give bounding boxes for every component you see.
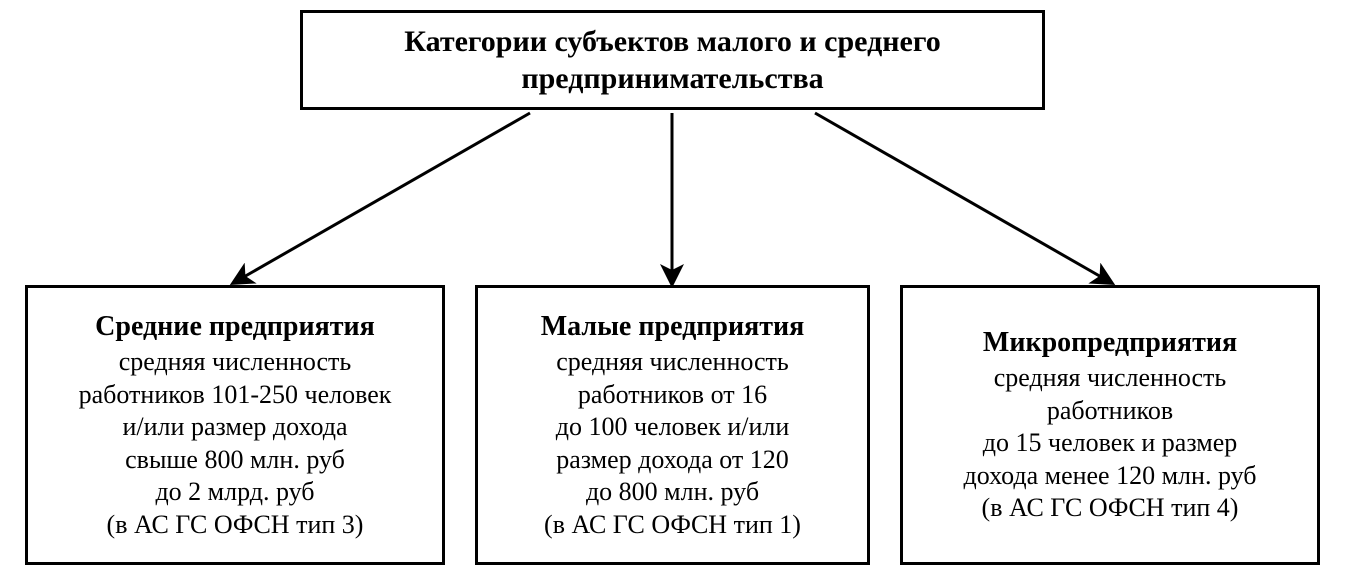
diagram-canvas: Категории субъектов малого и среднего пр… [0, 0, 1345, 581]
header-node: Категории субъектов малого и среднего пр… [300, 10, 1045, 110]
edge-header-to-micro [815, 113, 1110, 282]
node-small-line: до 100 человек и/или [556, 411, 790, 444]
node-micro-title: Микропредприятия [983, 325, 1237, 360]
node-medium-line: (в АС ГС ОФСН тип 3) [107, 509, 364, 542]
node-micro-line: работников [1047, 395, 1173, 428]
node-micro-line: (в АС ГС ОФСН тип 4) [982, 492, 1239, 525]
node-small-line: работников от 16 [578, 379, 767, 412]
node-small-line: (в АС ГС ОФСН тип 1) [544, 509, 801, 542]
edge-header-to-medium [235, 113, 530, 282]
header-line-2: предпринимательства [521, 60, 823, 98]
node-micro-line: дохода менее 120 млн. руб [964, 460, 1257, 493]
node-small-line: до 800 млн. руб [586, 476, 759, 509]
node-medium-title: Средние предприятия [95, 309, 375, 344]
node-micro-line: до 15 человек и размер [983, 427, 1237, 460]
node-small-title: Малые предприятия [541, 309, 805, 344]
node-micro-line: средняя численность [994, 362, 1227, 395]
node-micro: Микропредприятия средняя численность раб… [900, 285, 1320, 565]
node-medium-line: до 2 млрд. руб [155, 476, 314, 509]
node-medium-line: и/или размер дохода [123, 411, 348, 444]
node-medium: Средние предприятия средняя численность … [25, 285, 445, 565]
node-small: Малые предприятия средняя численность ра… [475, 285, 870, 565]
node-small-line: размер дохода от 120 [556, 444, 789, 477]
node-medium-line: свыше 800 млн. руб [125, 444, 345, 477]
node-medium-line: средняя численность [119, 346, 352, 379]
header-line-1: Категории субъектов малого и среднего [404, 23, 940, 61]
node-small-line: средняя численность [556, 346, 789, 379]
node-medium-line: работников 101-250 человек [79, 379, 392, 412]
